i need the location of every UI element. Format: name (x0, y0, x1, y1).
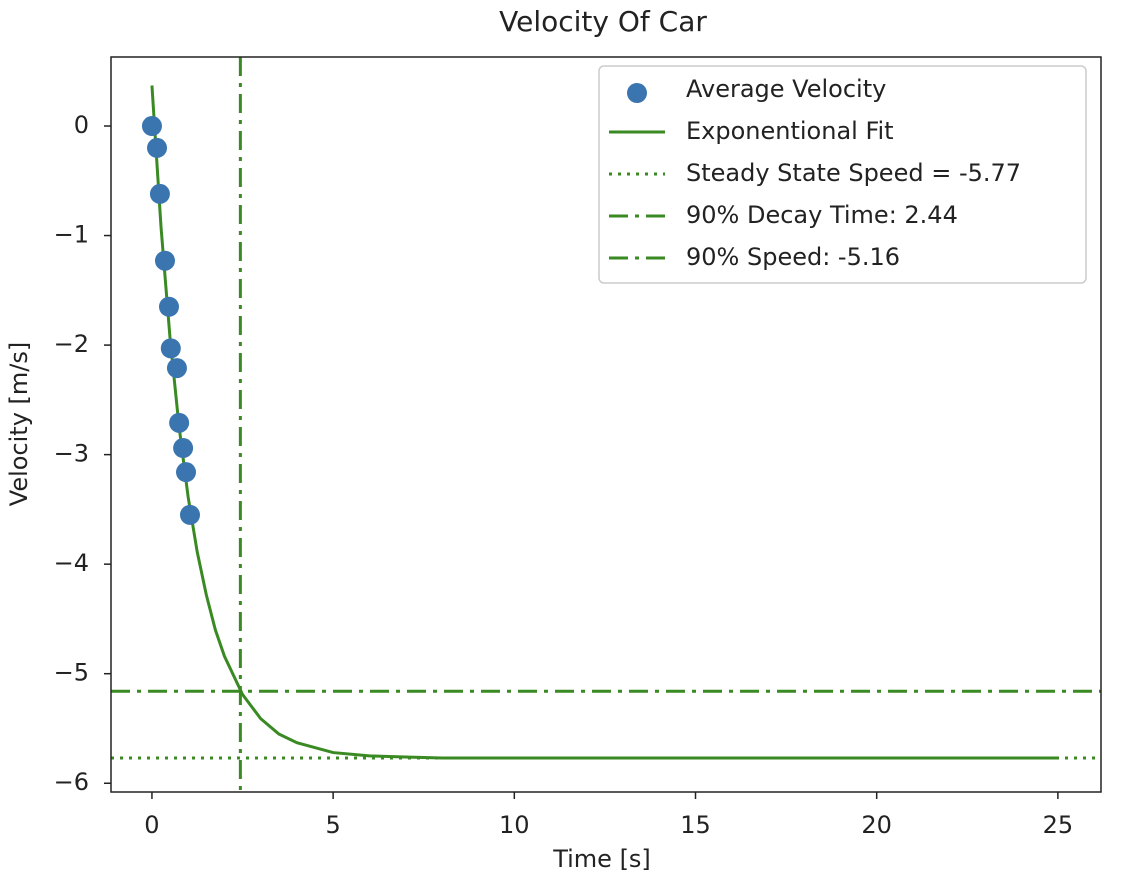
legend-label: Exponentional Fit (686, 117, 894, 145)
x-tick-label: 0 (144, 811, 159, 839)
scatter-point (173, 438, 194, 459)
y-tick-label: −2 (54, 330, 89, 358)
scatter-point (147, 137, 168, 158)
legend-label: Average Velocity (686, 75, 886, 103)
x-tick-label: 20 (861, 811, 892, 839)
y-tick-label: 0 (74, 111, 89, 139)
x-tick-label: 10 (499, 811, 530, 839)
legend-label: 90% Speed: -5.16 (686, 243, 900, 271)
legend-label: 90% Decay Time: 2.44 (686, 201, 958, 229)
legend-label: Steady State Speed = -5.77 (686, 159, 1021, 187)
x-tick-label: 25 (1043, 811, 1074, 839)
scatter-point (166, 358, 187, 379)
y-tick-label: −5 (54, 659, 89, 687)
scatter-point (158, 296, 179, 317)
scatter-point (179, 504, 200, 525)
scatter-point (176, 462, 197, 483)
scatter-point (149, 183, 170, 204)
scatter-point (141, 116, 162, 137)
plot-frame (110, 56, 1102, 793)
scatter-point (160, 338, 181, 359)
scatter-point (169, 412, 190, 433)
x-tick-label: 5 (325, 811, 340, 839)
legend-box (598, 65, 1087, 284)
y-tick-label: −3 (54, 440, 89, 468)
y-tick-label: −6 (54, 768, 89, 796)
x-axis-label: Time [s] (552, 845, 651, 873)
y-tick-label: −1 (54, 221, 89, 249)
y-axis-label: Velocity [m/s] (5, 342, 33, 506)
plot-area (111, 57, 1101, 792)
scatter-point (154, 250, 175, 271)
y-tick-label: −4 (54, 549, 89, 577)
x-tick-label: 15 (680, 811, 711, 839)
legend-marker (627, 83, 647, 103)
chart-title: Velocity Of Car (499, 5, 707, 38)
